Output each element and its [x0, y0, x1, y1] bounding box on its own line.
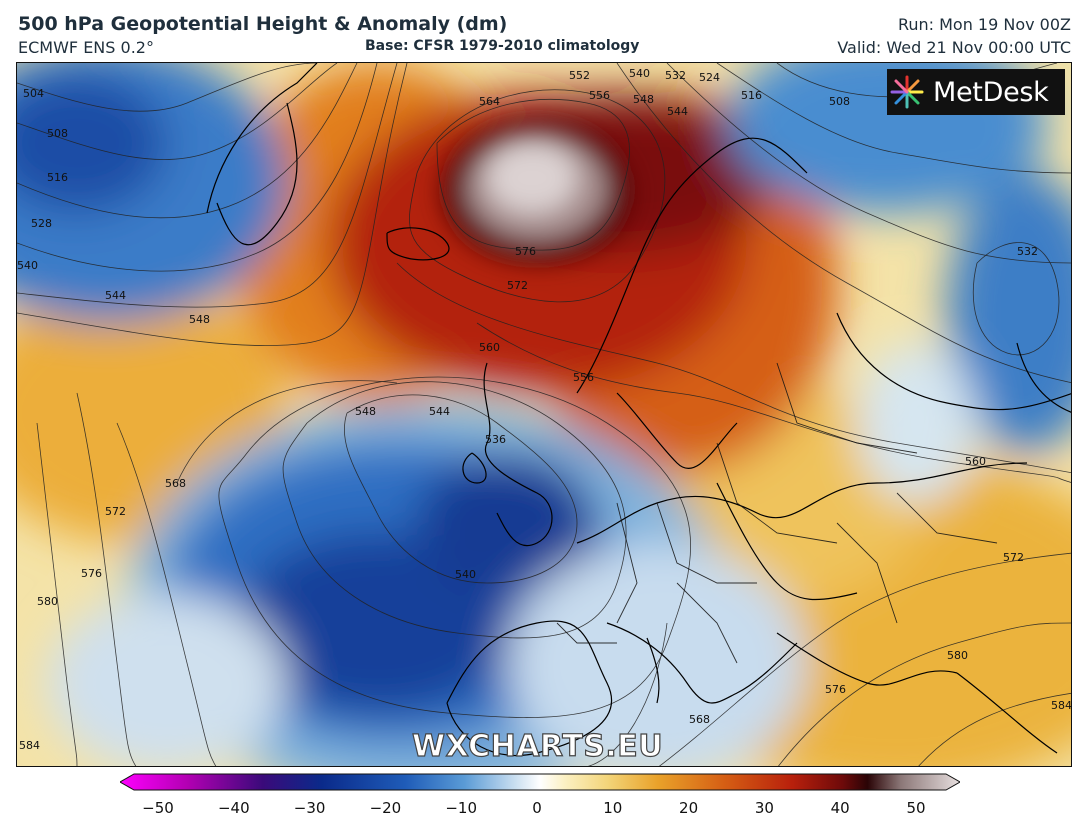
- contour-label: 532: [1017, 245, 1038, 258]
- height-contours: [17, 63, 1071, 766]
- contour-label: 544: [429, 405, 450, 418]
- metdesk-brand: MetDesk: [933, 76, 1049, 108]
- contour-label: 528: [31, 217, 52, 230]
- run-time: Run: Mon 19 Nov 00Z: [897, 15, 1071, 34]
- metdesk-logo: MetDesk: [887, 69, 1065, 115]
- contour-label: 532: [665, 69, 686, 82]
- colorbar-tick-label: −50: [142, 799, 174, 817]
- contour-label: 572: [1003, 551, 1024, 564]
- colorbar-tick-label: −30: [293, 799, 326, 817]
- contour-label: 540: [629, 67, 650, 80]
- colorbar-tick-label: −20: [369, 799, 402, 817]
- model-subtitle: ECMWF ENS 0.2°: [18, 38, 154, 57]
- colorbar-tick-label: 40: [830, 799, 850, 817]
- contour-label: 576: [81, 567, 102, 580]
- contour-label: 580: [947, 649, 968, 662]
- map-title: 500 hPa Geopotential Height & Anomaly (d…: [18, 13, 508, 35]
- colorbar-tick-label: 20: [679, 799, 699, 817]
- anomaly-field: [17, 63, 1071, 766]
- contour-label: 548: [355, 405, 376, 418]
- colorbar-tick-label: −10: [445, 799, 478, 817]
- wxcharts-watermark: WXCHARTS.EU: [411, 728, 664, 764]
- contour-label: 540: [17, 259, 38, 272]
- contour-label: 544: [667, 105, 688, 118]
- anomaly-colorbar: −50 −40 −30 −20 −10 0 10 20 30 40 50: [118, 772, 962, 824]
- contour-label: 516: [741, 89, 762, 102]
- colorbar-tick-label: 30: [754, 799, 774, 817]
- contour-label: 572: [105, 505, 126, 518]
- contour-label: 548: [189, 313, 210, 326]
- contour-label: 560: [479, 341, 500, 354]
- contour-label: 552: [569, 69, 590, 82]
- contour-label: 560: [965, 455, 986, 468]
- contour-label: 540: [455, 568, 476, 581]
- contour-label: 548: [633, 93, 654, 106]
- contour-label: 504: [23, 87, 44, 100]
- colorbar-tick-label: 10: [603, 799, 623, 817]
- valid-time: Valid: Wed 21 Nov 00:00 UTC: [837, 38, 1071, 57]
- colorbar-gradient: [118, 773, 962, 791]
- contour-label: 584: [19, 739, 40, 752]
- contour-label: 508: [829, 95, 850, 108]
- colorbar-tick-label: −40: [217, 799, 250, 817]
- contour-label: 572: [507, 279, 528, 292]
- map-canvas: [17, 63, 1071, 766]
- contour-label: 516: [47, 171, 68, 184]
- contour-label: 556: [573, 371, 594, 384]
- anomaly-map: 504 508 516 528 540 544 548 564 576 572 …: [16, 62, 1072, 767]
- contour-label: 536: [485, 433, 506, 446]
- contour-label: 564: [479, 95, 500, 108]
- metdesk-pinwheel-icon: [890, 75, 924, 109]
- contour-label: 556: [589, 89, 610, 102]
- climatology-base: Base: CFSR 1979-2010 climatology: [365, 38, 640, 54]
- contour-label: 568: [165, 477, 186, 490]
- contour-label: 544: [105, 289, 126, 302]
- contour-label: 524: [699, 71, 720, 84]
- colorbar-tick-label: 50: [906, 799, 926, 817]
- colorbar-tick-label: 0: [532, 799, 542, 817]
- coastlines: [206, 63, 1071, 757]
- country-borders: [556, 362, 998, 664]
- contour-label: 508: [47, 127, 68, 140]
- contour-label: 576: [515, 245, 536, 258]
- contour-label: 568: [689, 713, 710, 726]
- contour-label: 584: [1051, 699, 1072, 712]
- contour-label: 576: [825, 683, 846, 696]
- contour-label: 580: [37, 595, 58, 608]
